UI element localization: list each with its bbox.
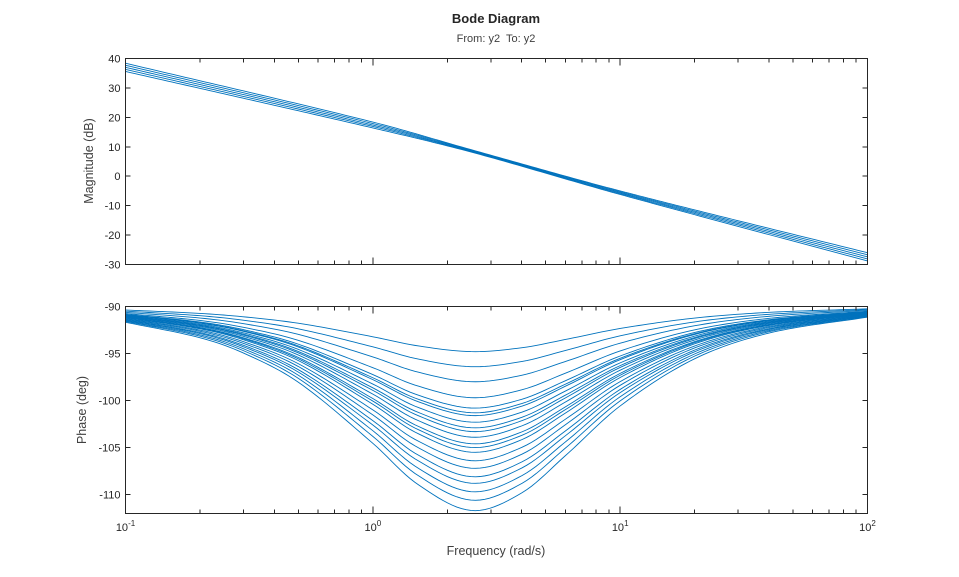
series-line-phase-12 — [125, 313, 868, 445]
magnitude-panel: 40 30 20 10 0 -10 -20 -30 Magnitude (dB) — [82, 54, 868, 272]
x-tick-label: 100 — [364, 519, 381, 534]
y-tick-label: -10 — [105, 201, 121, 213]
magnitude-ylabel: Magnitude (dB) — [82, 118, 96, 203]
y-tick-label: 40 — [108, 54, 120, 66]
phase-panel: -90 -95 -100 -105 -110 Phase (deg) — [75, 302, 868, 514]
y-tick-label: -100 — [98, 396, 120, 408]
series-line-phase-15 — [125, 314, 868, 462]
y-tick-label: -110 — [99, 490, 120, 502]
series-line-mag-1 — [125, 62, 868, 254]
y-tick-label: -20 — [105, 230, 121, 242]
phase-ticks: -90 -95 -100 -105 -110 — [98, 302, 868, 514]
series-line-phase-21 — [125, 316, 868, 512]
chart-subtitle: From: y2 To: y2 — [457, 33, 536, 45]
phase-axes-box — [125, 306, 868, 514]
x-tick-label: 101 — [612, 519, 629, 534]
y-tick-label: 10 — [108, 142, 120, 154]
x-tick-label: 10-1 — [116, 519, 136, 534]
phase-series-group — [125, 308, 868, 512]
magnitude-ticks: 40 30 20 10 0 -10 -20 -30 — [105, 54, 868, 272]
series-line-phase-9 — [125, 312, 868, 429]
x-axis-label: Frequency (rad/s) — [447, 544, 546, 558]
y-tick-label: -90 — [105, 302, 121, 314]
series-line-phase-18 — [125, 315, 868, 484]
series-line-phase-3 — [125, 309, 868, 383]
y-tick-label: -105 — [98, 443, 120, 455]
series-line-phase-10 — [125, 312, 868, 433]
y-tick-label: 30 — [108, 83, 120, 95]
phase-ylabel: Phase (deg) — [75, 376, 89, 444]
series-line-phase-17 — [125, 314, 868, 478]
x-tick-label: 102 — [859, 519, 876, 534]
chart-title: Bode Diagram — [452, 11, 540, 26]
series-line-phase-11 — [125, 312, 868, 438]
y-tick-label: -95 — [105, 349, 121, 361]
series-line-phase-8 — [125, 312, 868, 423]
y-tick-label: -30 — [105, 260, 121, 272]
series-line-phase-5 — [125, 311, 868, 409]
series-line-phase-16 — [125, 314, 868, 469]
magnitude-axes-box — [125, 58, 868, 265]
series-line-phase-1 — [125, 308, 868, 353]
magnitude-series-group — [125, 62, 868, 262]
series-line-phase-2 — [125, 309, 868, 368]
series-line-mag-3 — [125, 66, 868, 258]
series-line-phase-4 — [125, 310, 868, 399]
y-tick-label: 20 — [108, 112, 120, 124]
series-line-phase-6 — [125, 311, 868, 414]
x-tick-labels: 10-1 100 101 102 — [116, 519, 877, 534]
series-line-phase-20 — [125, 316, 868, 501]
series-line-phase-14 — [125, 313, 868, 453]
series-line-mag-2 — [125, 64, 868, 256]
series-line-mag-4 — [125, 68, 868, 260]
series-line-mag-5 — [125, 71, 868, 262]
series-line-phase-7 — [125, 311, 868, 417]
series-line-phase-13 — [125, 313, 868, 449]
series-line-phase-19 — [125, 315, 868, 493]
y-tick-label: 0 — [114, 171, 120, 183]
